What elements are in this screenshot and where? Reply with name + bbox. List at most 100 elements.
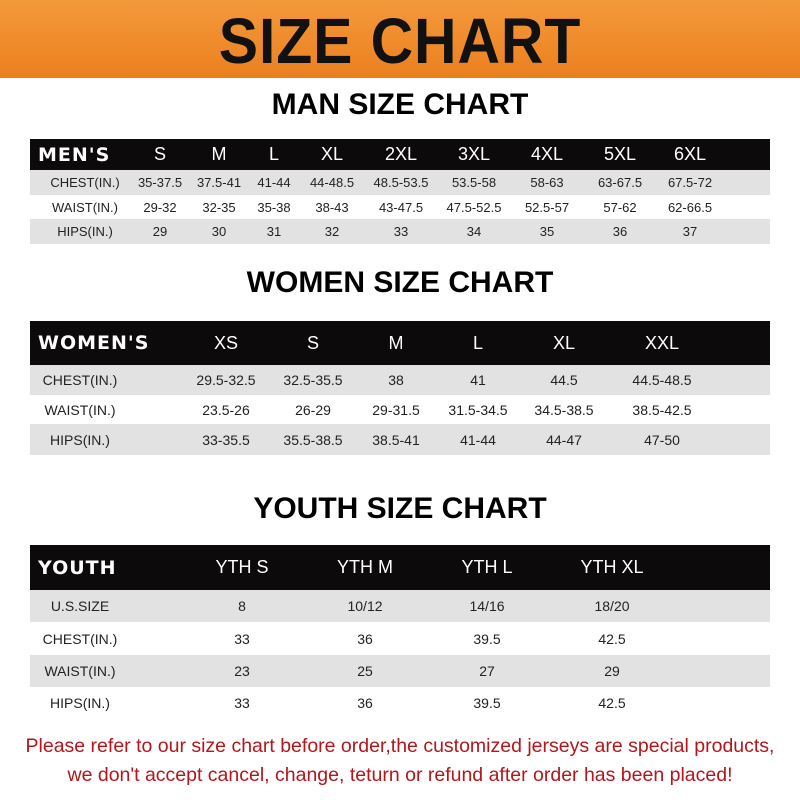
table-cell: 39.5 xyxy=(473,694,501,711)
table-row: HIPS(IN.) 29 30 31 32 33 34 35 36 37 xyxy=(30,219,770,244)
table-row: CHEST(IN.) 35-37.5 37.5-41 41-44 44-48.5 48.5… xyxy=(30,170,770,195)
table-cell: 58-63 xyxy=(530,175,564,190)
table-cell: 29-31.5 xyxy=(372,401,420,418)
women-section-title: WOMEN SIZE CHART xyxy=(246,266,554,299)
table-cell: 42.5 xyxy=(598,630,626,647)
table-row: HIPS(IN.) 33 36 39.5 42.5 xyxy=(30,687,770,718)
table-cell: 44.5-48.5 xyxy=(632,372,692,388)
table-cell: 44-48.5 xyxy=(309,175,355,190)
table-cell: 38 xyxy=(388,372,404,388)
table-cell: 63-67.5 xyxy=(597,175,643,190)
table-title-cell: WOMEN'S xyxy=(38,332,150,354)
table-cell: 67.5-72 xyxy=(667,175,713,190)
footer-notice-line-2: we don't accept cancel, change, teturn o… xyxy=(67,764,733,786)
footer-notice-line-1: Please refer to our size chart before or… xyxy=(25,735,775,757)
size-header-cell: XXL xyxy=(644,332,680,353)
table-cell: 37 xyxy=(682,224,698,239)
men-size-table: MEN'S S M L XL 2XL 3XL 4XL 5XL 6XL CHEST(IN.) 35-37… xyxy=(30,139,770,244)
measure-label-cell: WAIST(IN.) xyxy=(44,401,116,418)
table-cell: 38-43 xyxy=(315,199,349,215)
table-cell: 48.5-53.5 xyxy=(373,175,429,190)
youth-header-row: YOUTH YTH S YTH M YTH L YTH XL xyxy=(30,545,770,590)
women-size-table: WOMEN'S XS S M L XL XXL CHEST(IN.) 29.5-32.5 32.5… xyxy=(30,321,770,455)
table-cell: 29 xyxy=(604,663,620,679)
size-header-cell: YTH L xyxy=(461,557,513,577)
size-header-cell: YTH M xyxy=(337,557,393,577)
size-header-cell: S xyxy=(306,332,320,353)
table-cell: 35.5-38.5 xyxy=(283,431,343,448)
measure-label-cell: WAIST(IN.) xyxy=(52,199,118,215)
measure-label-cell: HIPS(IN.) xyxy=(57,224,113,239)
table-cell: 41 xyxy=(470,372,486,388)
table-cell: 26-29 xyxy=(295,401,331,418)
size-header-cell: L xyxy=(268,144,280,164)
table-cell: 39.5 xyxy=(473,630,501,647)
table-cell: 32-35 xyxy=(202,199,236,215)
table-cell: 57-62 xyxy=(603,199,637,215)
table-cell: 43-47.5 xyxy=(378,199,424,215)
size-header-cell: S xyxy=(153,144,167,164)
banner: SIZE CHART xyxy=(0,0,800,78)
table-cell: 31 xyxy=(266,224,282,239)
table-cell: 18/20 xyxy=(594,598,630,614)
table-cell: 31.5-34.5 xyxy=(448,401,508,418)
table-cell: 38.5-42.5 xyxy=(632,401,692,418)
size-header-cell: XL xyxy=(320,144,344,164)
table-cell: 34 xyxy=(466,224,482,239)
table-row: CHEST(IN.) 29.5-32.5 32.5-35.5 38 41 44.5 44.5… xyxy=(30,365,770,395)
table-cell: 32 xyxy=(324,224,340,239)
measure-label-cell: HIPS(IN.) xyxy=(50,431,110,448)
size-header-cell: M xyxy=(388,332,404,353)
table-cell: 34.5-38.5 xyxy=(534,401,594,418)
table-cell: 29 xyxy=(152,224,168,239)
table-cell: 25 xyxy=(357,663,373,679)
table-cell: 33 xyxy=(234,630,250,647)
measure-label-cell: HIPS(IN.) xyxy=(50,694,110,711)
table-cell: 38.5-41 xyxy=(372,431,420,448)
measure-label-cell: CHEST(IN.) xyxy=(50,175,120,190)
size-header-cell: M xyxy=(211,144,227,164)
table-row: WAIST(IN.) 29-32 32-35 35-38 38-43 43-47.5 47.… xyxy=(30,195,770,219)
size-header-cell: XL xyxy=(552,332,576,353)
size-header-cell: 5XL xyxy=(603,144,637,164)
measure-label-cell: CHEST(IN.) xyxy=(42,372,118,388)
size-header-cell: YTH S xyxy=(215,557,269,577)
table-row: WAIST(IN.) 23.5-26 26-29 29-31.5 31.5-34.5 34… xyxy=(30,395,770,424)
table-cell: 44.5 xyxy=(550,372,578,388)
men-section-title: MAN SIZE CHART xyxy=(271,88,529,121)
table-cell: 33 xyxy=(234,694,250,711)
size-header-cell: XS xyxy=(213,332,239,353)
table-row: U.S.SIZE 8 10/12 14/16 18/20 xyxy=(30,590,770,622)
table-title-cell: YOUTH xyxy=(38,556,117,579)
table-cell: 32.5-35.5 xyxy=(283,372,343,388)
table-cell: 35-38 xyxy=(257,199,291,215)
table-cell: 52.5-57 xyxy=(524,199,570,215)
table-cell: 41-44 xyxy=(257,175,291,190)
table-cell: 23 xyxy=(234,663,250,679)
measure-label-cell: WAIST(IN.) xyxy=(44,663,116,679)
table-cell: 30 xyxy=(211,224,227,239)
table-cell: 8 xyxy=(238,598,246,614)
table-cell: 35 xyxy=(539,224,555,239)
table-cell: 53.5-58 xyxy=(451,175,497,190)
table-cell: 35-37.5 xyxy=(137,175,183,190)
table-cell: 42.5 xyxy=(598,694,626,711)
size-header-cell: YTH XL xyxy=(580,557,644,577)
banner-title: SIZE CHART xyxy=(218,5,582,77)
size-header-cell: 6XL xyxy=(673,144,707,164)
table-row: HIPS(IN.) 33-35.5 35.5-38.5 38.5-41 41-44 44-… xyxy=(30,424,770,455)
table-cell: 29.5-32.5 xyxy=(196,372,256,388)
table-cell: 10/12 xyxy=(347,598,383,614)
size-header-cell: 4XL xyxy=(530,144,564,164)
size-header-cell: 3XL xyxy=(457,144,491,164)
table-cell: 47.5-52.5 xyxy=(446,199,502,215)
table-cell: 36 xyxy=(612,224,628,239)
men-header-row: MEN'S S M L XL 2XL 3XL 4XL 5XL 6XL xyxy=(30,139,770,170)
table-cell: 23.5-26 xyxy=(202,401,250,418)
table-cell: 14/16 xyxy=(469,598,505,614)
table-title-cell: MEN'S xyxy=(38,143,111,166)
table-cell: 29-32 xyxy=(143,199,177,215)
table-cell: 36 xyxy=(357,694,373,711)
table-cell: 33-35.5 xyxy=(202,431,250,448)
